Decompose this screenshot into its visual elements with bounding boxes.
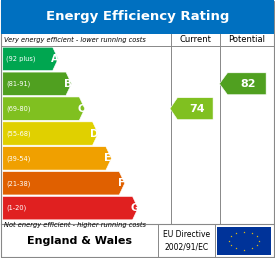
Text: Potential: Potential bbox=[228, 36, 265, 44]
Bar bbox=[1, 0, 274, 34]
Text: EU Directive
2002/91/EC: EU Directive 2002/91/EC bbox=[163, 230, 210, 251]
Text: 82: 82 bbox=[241, 79, 256, 89]
Polygon shape bbox=[3, 47, 58, 70]
Polygon shape bbox=[3, 122, 98, 145]
Text: (21-38): (21-38) bbox=[6, 180, 31, 187]
Text: (81-91): (81-91) bbox=[6, 80, 30, 87]
Polygon shape bbox=[3, 97, 85, 120]
Text: (92 plus): (92 plus) bbox=[6, 56, 35, 62]
Text: Current: Current bbox=[179, 36, 211, 44]
Text: Not energy efficient - higher running costs: Not energy efficient - higher running co… bbox=[4, 222, 146, 228]
Text: (39-54): (39-54) bbox=[6, 155, 31, 162]
Text: (55-68): (55-68) bbox=[6, 130, 31, 137]
Polygon shape bbox=[3, 197, 138, 220]
Text: E: E bbox=[104, 154, 111, 163]
Polygon shape bbox=[219, 73, 266, 95]
Bar bbox=[217, 227, 271, 255]
Text: (1-20): (1-20) bbox=[6, 205, 26, 211]
Text: 74: 74 bbox=[189, 104, 205, 114]
Polygon shape bbox=[170, 98, 213, 120]
Text: C: C bbox=[77, 104, 85, 114]
Text: England & Wales: England & Wales bbox=[27, 236, 132, 246]
Text: Energy Efficiency Rating: Energy Efficiency Rating bbox=[46, 10, 229, 23]
Polygon shape bbox=[3, 172, 125, 195]
Text: A: A bbox=[51, 54, 59, 64]
Polygon shape bbox=[3, 147, 111, 170]
Text: G: G bbox=[130, 203, 139, 213]
Text: Very energy efficient - lower running costs: Very energy efficient - lower running co… bbox=[4, 37, 146, 43]
Text: F: F bbox=[118, 178, 125, 188]
Text: D: D bbox=[90, 128, 99, 139]
Text: B: B bbox=[64, 79, 72, 89]
Text: (69-80): (69-80) bbox=[6, 105, 31, 112]
Polygon shape bbox=[3, 72, 72, 95]
